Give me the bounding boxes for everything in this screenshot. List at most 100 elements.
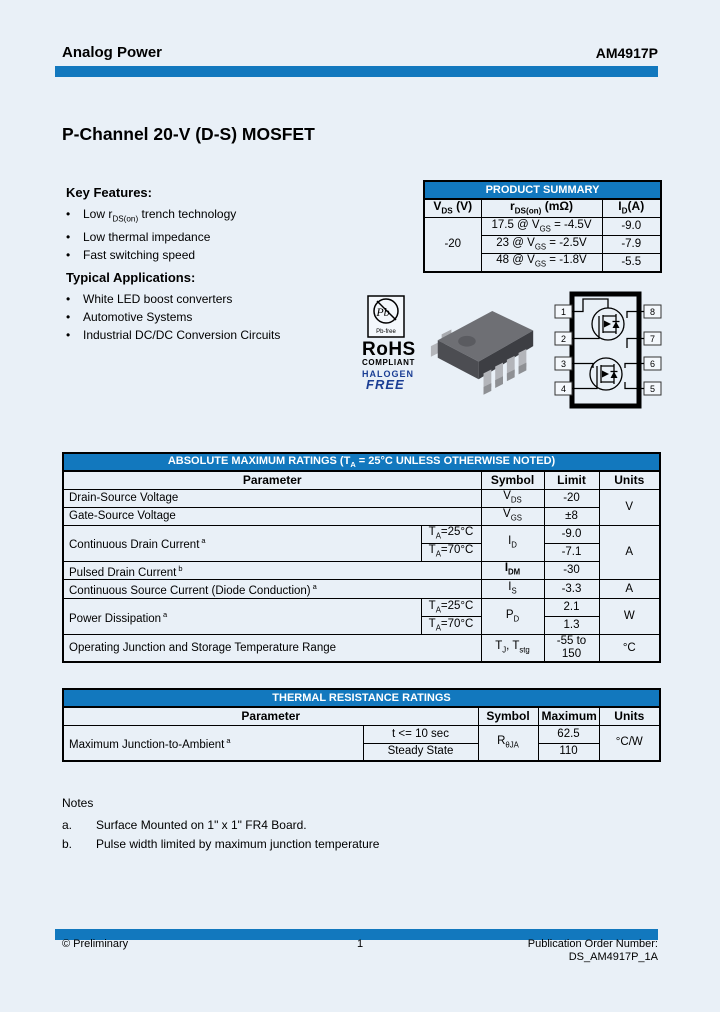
table-row: 48 @ VGS = -1.8V -5.5 bbox=[424, 253, 662, 273]
limit-cell: -7.1 bbox=[543, 542, 600, 562]
halogen-label: HALOGEN bbox=[362, 369, 414, 379]
limit-cell: -20 bbox=[543, 488, 600, 508]
mosfet-symbol-top bbox=[572, 298, 644, 348]
maximum-cell: 110 bbox=[537, 742, 600, 762]
condition-cell: TA=70°C bbox=[420, 542, 482, 562]
svg-text:1: 1 bbox=[561, 307, 566, 317]
symbol-cell: VGS bbox=[480, 506, 545, 526]
parameter-cell: Gate-Source Voltage bbox=[62, 506, 482, 526]
note-label: b. bbox=[62, 837, 73, 851]
part-number: AM4917P bbox=[595, 45, 658, 61]
table-row: -20 17.5 @ VGS = -4.5V -9.0 bbox=[423, 217, 662, 273]
bullet-icon: • bbox=[66, 328, 71, 342]
parameter-cell: Operating Junction and Storage Temperatu… bbox=[62, 634, 482, 663]
table-row: Power Dissipation a TA=25°C PD 2.1 W bbox=[62, 598, 661, 636]
feature-text: Low thermal impedance bbox=[83, 230, 211, 245]
abs-max-title: ABSOLUTE MAXIMUM RATINGS (TA = 25°C UNLE… bbox=[62, 452, 661, 472]
list-item: • Automotive Systems bbox=[66, 308, 406, 326]
units-cell: A bbox=[598, 524, 661, 581]
id-value: -7.9 bbox=[601, 235, 662, 255]
units-cell: °C bbox=[598, 634, 661, 663]
key-features-heading: Key Features: bbox=[66, 185, 152, 200]
rds-condition: 23 @ VGS = -2.5V bbox=[480, 235, 603, 255]
svg-text:3: 3 bbox=[561, 359, 566, 369]
application-text: White LED boost converters bbox=[83, 292, 233, 306]
table-row: Steady State 110 bbox=[63, 742, 660, 762]
product-summary-title: PRODUCT SUMMARY bbox=[423, 180, 662, 200]
brand-name: Analog Power bbox=[62, 44, 163, 61]
pb-free-icon: Pb Pb-free bbox=[367, 295, 405, 338]
condition-cell: t <= 10 sec bbox=[362, 724, 479, 744]
col-header-symbol: Symbol bbox=[477, 706, 539, 726]
parameter-cell: Continuous Source Current (Diode Conduct… bbox=[62, 579, 482, 600]
parameter-cell: Maximum Junction-to-Ambient a bbox=[62, 724, 364, 762]
limit-cell: 2.1 bbox=[543, 598, 600, 618]
note-item: b. Pulse width limited by maximum juncti… bbox=[62, 835, 379, 854]
table-row: Drain-Source Voltage VDS -20 V bbox=[62, 488, 661, 526]
table-row: Gate-Source Voltage VGS ±8 bbox=[62, 506, 660, 526]
col-header-maximum: Maximum bbox=[537, 706, 600, 726]
publication-order-number: Publication Order Number: DS_AM4917P_1A bbox=[527, 938, 658, 963]
key-features-section: Key Features: • Low rDS(on) trench techn… bbox=[66, 185, 396, 264]
condition-cell: Steady State bbox=[362, 742, 479, 762]
rohs-compliant-label: COMPLIANT bbox=[362, 358, 415, 367]
list-item: • Fast switching speed bbox=[66, 246, 396, 264]
bullet-icon: • bbox=[66, 230, 71, 245]
pinout-diagram: 1 2 3 4 8 7 6 5 bbox=[554, 291, 662, 409]
feature-text: Low rDS(on) trench technology bbox=[83, 207, 237, 224]
col-header-parameter: Parameter bbox=[62, 706, 479, 726]
thermal-title: THERMAL RESISTANCE RATINGS bbox=[62, 688, 661, 708]
table-row: Continuous Source Current (Diode Conduct… bbox=[62, 579, 661, 600]
col-header-units: Units bbox=[598, 470, 661, 490]
units-cell: V bbox=[598, 488, 661, 526]
note-label: a. bbox=[62, 818, 73, 832]
limit-cell: ±8 bbox=[543, 506, 600, 526]
limit-cell: -30 bbox=[543, 560, 600, 581]
svg-text:6: 6 bbox=[650, 359, 655, 369]
condition-cell: TA=70°C bbox=[420, 616, 482, 636]
col-header-id: ID(A) bbox=[601, 198, 662, 219]
condition-cell: TA=25°C bbox=[420, 598, 482, 618]
col-header-units: Units bbox=[598, 706, 661, 726]
symbol-cell: PD bbox=[480, 598, 545, 636]
col-header-rds: rDS(on) (mΩ) bbox=[480, 198, 603, 219]
table-row: 23 @ VGS = -2.5V -7.9 bbox=[424, 235, 662, 255]
table-row: TA=70°C -7.1 bbox=[63, 542, 660, 562]
svg-text:4: 4 bbox=[561, 384, 566, 394]
notes-section: Notes a. Surface Mounted on 1" x 1" FR4 … bbox=[62, 796, 379, 854]
svg-text:Pb-free: Pb-free bbox=[376, 329, 396, 335]
symbol-cell: RθJA bbox=[477, 724, 539, 762]
notes-heading: Notes bbox=[62, 796, 94, 810]
applications-heading: Typical Applications: bbox=[66, 270, 196, 285]
parameter-cell: Drain-Source Voltage bbox=[62, 488, 482, 508]
parameter-cell: Pulsed Drain Current b bbox=[62, 560, 482, 581]
copyright-text: © Preliminary bbox=[62, 938, 129, 950]
col-header-limit: Limit bbox=[543, 470, 600, 490]
application-text: Industrial DC/DC Conversion Circuits bbox=[83, 328, 281, 342]
svg-text:5: 5 bbox=[650, 384, 655, 394]
header-rule bbox=[55, 66, 658, 77]
thermal-resistance-table: THERMAL RESISTANCE RATINGS Parameter Sym… bbox=[62, 688, 662, 762]
condition-cell: TA=25°C bbox=[420, 524, 482, 544]
halogen-free-label: FREE bbox=[366, 377, 405, 392]
mosfet-symbol-bottom bbox=[572, 357, 644, 391]
list-item: • Low rDS(on) trench technology bbox=[66, 205, 396, 228]
rds-condition: 48 @ VGS = -1.8V bbox=[480, 253, 603, 273]
svg-text:2: 2 bbox=[561, 334, 566, 344]
id-value: -5.5 bbox=[601, 253, 662, 273]
symbol-cell: IS bbox=[480, 579, 545, 600]
page-number: 1 bbox=[356, 938, 364, 950]
absolute-maximum-ratings-table: ABSOLUTE MAXIMUM RATINGS (TA = 25°C UNLE… bbox=[62, 452, 662, 664]
limit-cell: -55 to 150 bbox=[543, 634, 600, 663]
maximum-cell: 62.5 bbox=[537, 724, 600, 744]
limit-cell: 1.3 bbox=[543, 616, 600, 636]
limit-cell: -9.0 bbox=[543, 524, 600, 544]
table-row: Maximum Junction-to-Ambient a t <= 10 sec… bbox=[62, 724, 661, 762]
bullet-icon: • bbox=[66, 207, 71, 221]
note-text: Pulse width limited by maximum junction … bbox=[96, 837, 380, 851]
id-value: -9.0 bbox=[601, 217, 662, 237]
col-header-symbol: Symbol bbox=[480, 470, 545, 490]
note-item: a. Surface Mounted on 1" x 1" FR4 Board. bbox=[62, 816, 379, 835]
table-row: Pulsed Drain Current b IDM -30 bbox=[62, 560, 660, 581]
col-header-parameter: Parameter bbox=[62, 470, 482, 490]
